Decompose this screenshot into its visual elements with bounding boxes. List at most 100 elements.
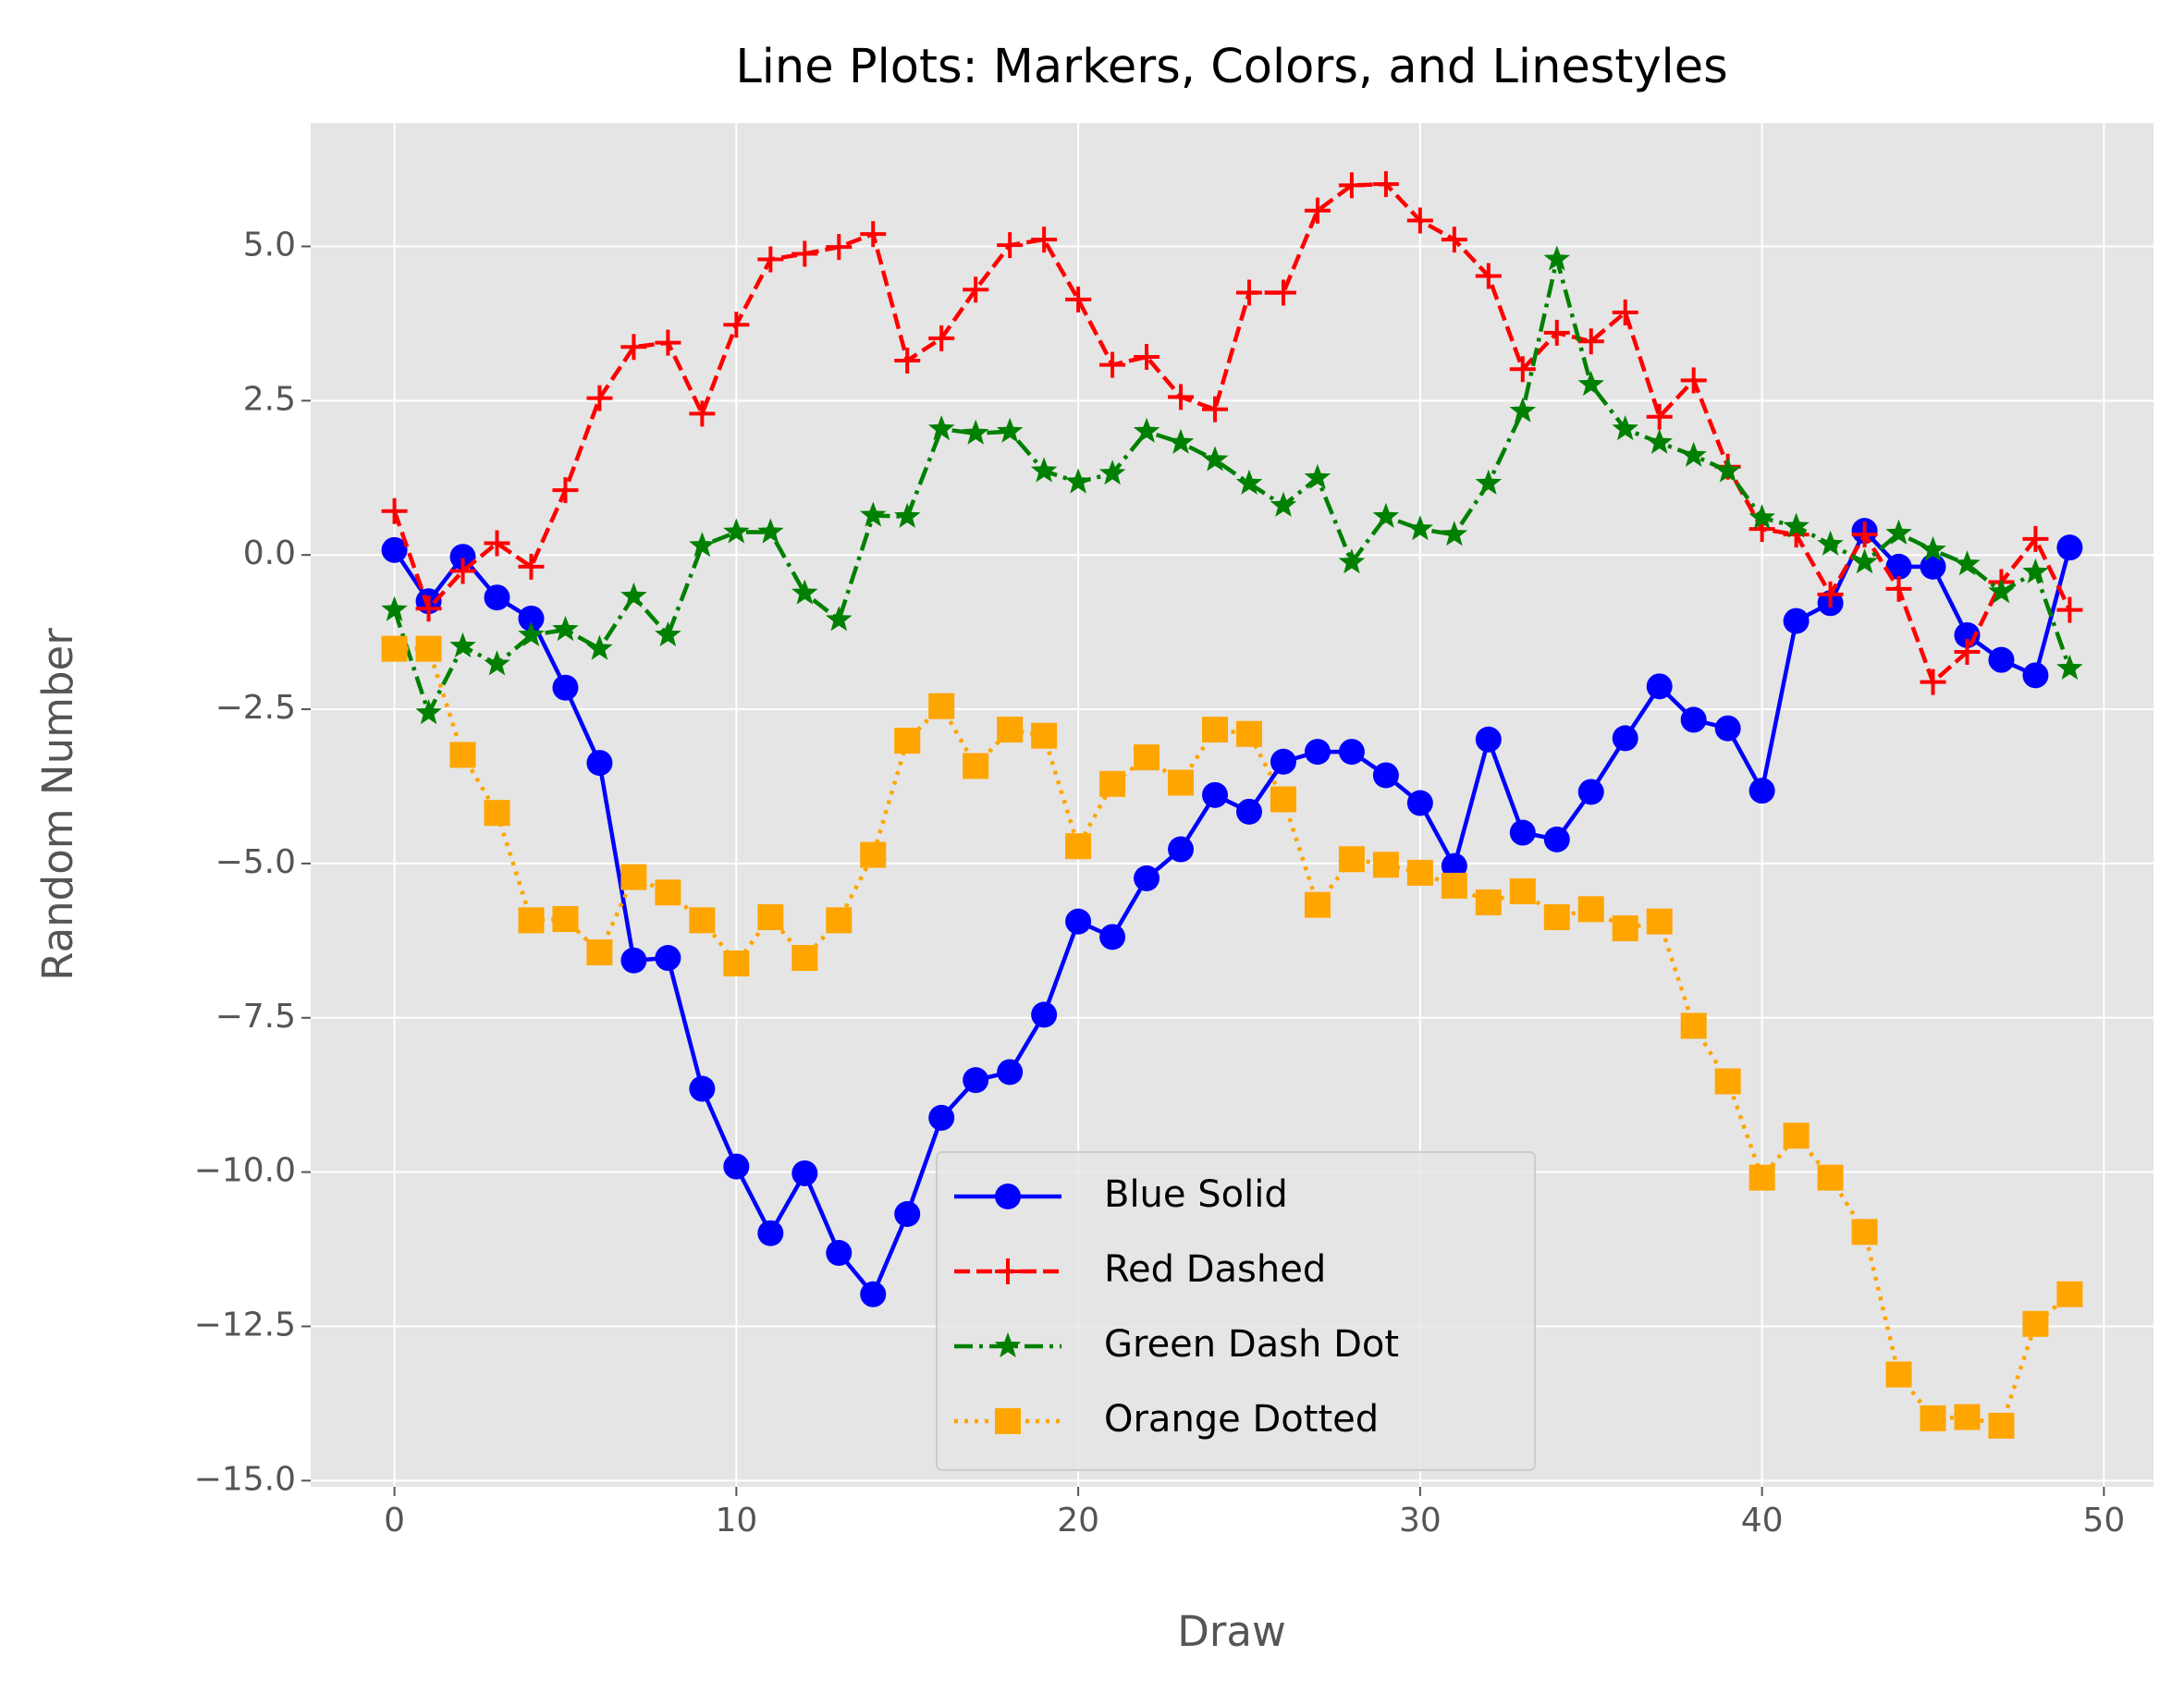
marker (1031, 227, 1058, 253)
marker (518, 553, 545, 580)
marker (415, 635, 442, 662)
marker (381, 595, 408, 621)
y-tick-label: −5.0 (215, 843, 296, 881)
marker (1714, 715, 1741, 742)
marker (1099, 351, 1126, 378)
marker (518, 621, 545, 647)
marker (1885, 575, 1912, 602)
marker (381, 536, 408, 563)
y-tick-label: −12.5 (194, 1306, 296, 1343)
marker (586, 939, 613, 966)
marker (1338, 548, 1366, 574)
marker (1612, 415, 1638, 441)
marker (1475, 726, 1502, 753)
marker (1372, 171, 1399, 198)
marker (1748, 778, 1775, 804)
marker (860, 221, 887, 248)
marker (1202, 396, 1229, 423)
marker (381, 635, 408, 662)
marker (1065, 833, 1092, 860)
marker (1065, 286, 1092, 313)
marker (927, 415, 955, 441)
legend-marker (995, 1184, 1021, 1209)
marker (1235, 279, 1262, 306)
marker (928, 325, 955, 351)
x-tick-label: 50 (2082, 1502, 2125, 1540)
marker (997, 232, 1024, 259)
marker (1612, 725, 1638, 752)
marker (1714, 1068, 1741, 1095)
marker (655, 879, 681, 906)
marker (552, 905, 579, 932)
marker (1202, 717, 1229, 743)
marker (1098, 460, 1126, 485)
x-tick-label: 20 (1057, 1502, 1099, 1540)
marker (1441, 227, 1467, 253)
marker (1406, 790, 1433, 816)
marker (1646, 908, 1673, 935)
marker (1065, 908, 1092, 935)
marker (962, 419, 989, 445)
y-tick-label: 0.0 (243, 534, 296, 572)
marker (1577, 328, 1604, 355)
marker (1168, 384, 1195, 411)
marker (1168, 836, 1195, 863)
marker (1577, 896, 1604, 923)
marker (1475, 469, 1503, 495)
marker (1954, 638, 1981, 665)
marker (1714, 457, 1741, 483)
marker (894, 502, 921, 528)
marker (689, 1075, 716, 1102)
marker (381, 497, 408, 524)
chart-title: Line Plots: Markers, Colors, and Linesty… (735, 40, 1727, 94)
marker (2056, 1281, 2083, 1307)
marker (1988, 578, 2015, 604)
marker (860, 1281, 887, 1307)
y-tick-label: −7.5 (215, 998, 296, 1036)
marker (826, 234, 853, 261)
marker (586, 750, 613, 777)
marker (1988, 1412, 2015, 1439)
legend-marker (994, 1332, 1022, 1358)
legend-label: Red Dashed (1104, 1248, 1326, 1291)
marker (1783, 1123, 1810, 1149)
marker (415, 699, 442, 725)
marker (1270, 786, 1296, 813)
marker (1031, 722, 1058, 749)
marker (1509, 877, 1536, 904)
marker (1577, 371, 1604, 397)
marker (1406, 207, 1433, 234)
marker (1441, 521, 1468, 546)
marker (1817, 530, 1844, 556)
marker (1954, 550, 1981, 576)
marker (1372, 852, 1399, 878)
marker (449, 558, 476, 584)
legend-box (936, 1151, 1536, 1471)
marker (2022, 1310, 2049, 1337)
marker (1372, 502, 1400, 528)
y-tick-label: 2.5 (243, 380, 296, 418)
marker (1680, 1012, 1707, 1039)
marker (1783, 607, 1810, 634)
marker (1372, 762, 1399, 789)
marker (1577, 779, 1604, 805)
marker (826, 606, 853, 632)
marker (1543, 245, 1570, 271)
marker (1304, 197, 1331, 224)
marker (1748, 1164, 1775, 1191)
marker (1748, 504, 1775, 530)
marker (894, 728, 921, 754)
marker (1235, 798, 1262, 825)
marker (655, 621, 681, 647)
marker (552, 477, 579, 504)
marker (1441, 853, 1467, 879)
x-axis-label: Draw (1177, 1607, 1286, 1656)
marker (1235, 720, 1262, 747)
y-tick-label: −15.0 (194, 1460, 296, 1498)
marker (1543, 826, 1570, 853)
marker (1168, 769, 1195, 796)
marker (1851, 521, 1878, 548)
marker (1270, 279, 1296, 306)
marker (1680, 706, 1707, 733)
